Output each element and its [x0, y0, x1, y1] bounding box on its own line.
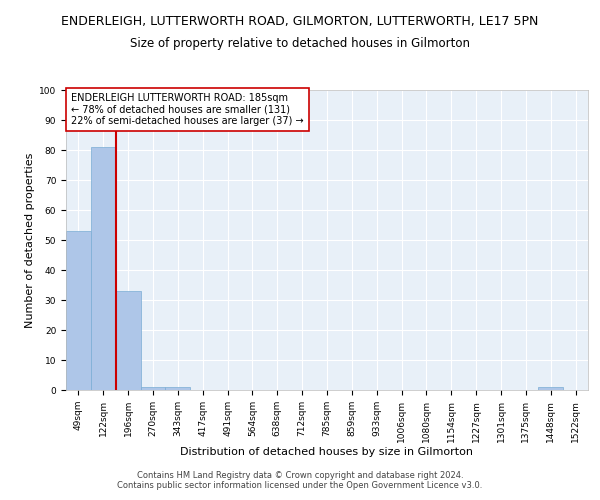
- Bar: [116, 291, 140, 390]
- Bar: [140, 387, 166, 390]
- Bar: [166, 387, 190, 390]
- Bar: [66, 231, 91, 390]
- Bar: [538, 387, 563, 390]
- Text: Size of property relative to detached houses in Gilmorton: Size of property relative to detached ho…: [130, 38, 470, 51]
- X-axis label: Distribution of detached houses by size in Gilmorton: Distribution of detached houses by size …: [181, 448, 473, 458]
- Text: Contains HM Land Registry data © Crown copyright and database right 2024.
Contai: Contains HM Land Registry data © Crown c…: [118, 470, 482, 490]
- Text: ENDERLEIGH LUTTERWORTH ROAD: 185sqm
← 78% of detached houses are smaller (131)
2: ENDERLEIGH LUTTERWORTH ROAD: 185sqm ← 78…: [71, 93, 304, 126]
- Bar: [91, 147, 116, 390]
- Text: ENDERLEIGH, LUTTERWORTH ROAD, GILMORTON, LUTTERWORTH, LE17 5PN: ENDERLEIGH, LUTTERWORTH ROAD, GILMORTON,…: [61, 15, 539, 28]
- Y-axis label: Number of detached properties: Number of detached properties: [25, 152, 35, 328]
